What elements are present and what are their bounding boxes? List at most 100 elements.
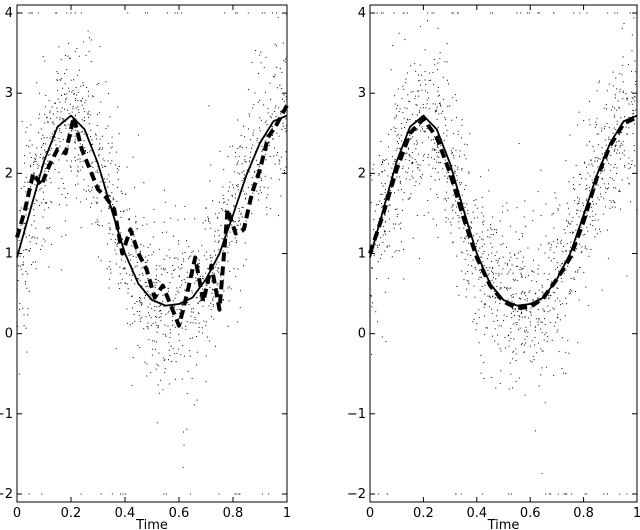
observation-point [42,134,44,136]
observation-point [177,258,179,260]
observation-point [77,106,79,108]
observation-point [525,277,527,279]
observation-point [109,195,111,197]
observation-point [445,124,447,126]
observation-point [148,254,150,256]
observation-point [516,258,518,259]
observation-point [579,12,581,14]
observation-point [250,139,252,141]
observation-point [586,248,588,250]
observation-point [510,256,512,258]
observation-point [518,377,520,379]
observation-point [455,94,457,96]
observation-point [254,170,256,172]
observation-point [80,100,82,102]
observation-point [41,245,43,247]
observation-point [381,336,383,338]
observation-point [518,319,520,321]
observation-point [487,269,489,271]
observation-point [102,158,104,160]
observation-point [143,292,145,294]
observation-point [472,211,474,213]
observation-point [447,218,449,220]
observation-point [268,145,270,147]
observation-point [598,82,600,84]
observation-point [74,139,76,141]
observation-point [85,190,87,192]
observation-point [626,133,628,135]
observation-point [468,242,470,244]
observation-point [451,153,453,155]
observation-point [113,198,115,200]
observation-point [252,144,254,146]
observation-point [391,156,393,158]
observation-point [278,107,280,109]
observation-point [155,315,157,317]
observation-point [437,236,439,238]
observation-point [402,167,404,169]
observation-point [541,286,543,288]
observation-point [231,195,233,197]
observation-point [463,202,465,204]
observation-point [411,175,413,177]
observation-point [147,312,149,314]
observation-point [124,193,126,195]
observation-point [140,321,142,323]
observation-point [544,324,546,326]
observation-point [591,163,593,165]
observation-point [232,145,234,147]
observation-point [233,205,235,207]
observation-point [180,12,182,14]
observation-point [139,300,141,302]
observation-point [631,101,633,103]
observation-point [371,306,373,308]
observation-point [375,243,377,245]
observation-point [218,271,220,273]
observation-point [79,158,81,160]
observation-point [18,239,20,241]
observation-point [218,212,220,214]
observation-point [466,203,468,205]
observation-point [572,232,574,234]
observation-point [164,359,166,361]
observation-point [623,154,625,156]
observation-point [26,236,28,238]
observation-point [470,254,472,256]
observation-point [97,221,99,223]
observation-point [208,305,210,307]
observation-point [150,324,152,326]
observation-point [490,242,492,244]
observation-point [111,142,113,144]
observation-point [35,153,37,155]
observation-point [455,149,457,151]
observation-point [481,266,483,268]
observation-point [536,297,538,299]
observation-point [117,233,119,235]
observation-point [557,239,559,241]
observation-point [229,181,231,183]
observation-point [548,297,550,299]
observation-point [263,186,265,188]
observation-point [108,93,109,95]
observation-point [26,127,28,129]
observation-point [196,297,198,299]
observation-point [26,145,28,147]
observation-point [608,187,610,189]
observation-point [493,282,495,284]
observation-point [516,207,518,209]
observation-point [508,388,510,390]
observation-point [519,316,521,318]
observation-point [499,288,501,290]
observation-point [408,160,410,162]
observation-point [120,190,122,192]
observation-point [421,142,423,144]
observation-point [483,315,485,317]
observation-point [526,329,528,331]
observation-point [191,308,193,310]
observation-point [382,12,384,14]
observation-point [33,214,35,216]
observation-point [388,210,390,212]
observation-point [380,237,382,239]
observation-point [532,299,534,301]
observation-point [480,176,482,178]
